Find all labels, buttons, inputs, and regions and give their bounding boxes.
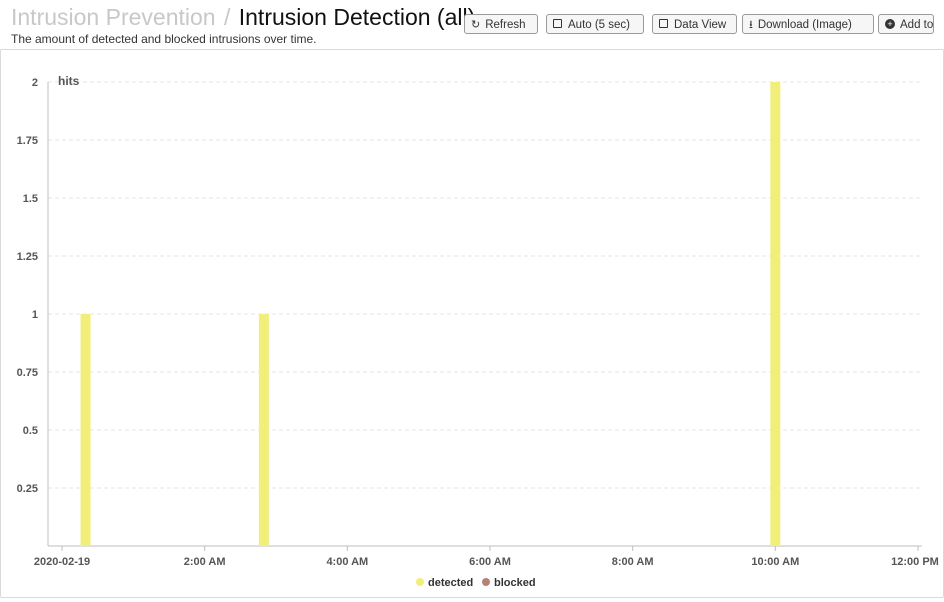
x-tick-label: 8:00 AM xyxy=(612,556,654,568)
bar-detected[interactable] xyxy=(258,314,269,546)
add-label: Add to xyxy=(900,19,934,31)
y-tick-label: 1.5 xyxy=(23,193,38,205)
legend-label-blocked[interactable]: blocked xyxy=(494,577,536,589)
checkbox-icon xyxy=(553,19,562,29)
x-tick-label: 6:00 AM xyxy=(469,556,511,568)
y-axis: 0.25 0.5 0.75 1 1.25 1.5 1.75 2 xyxy=(17,77,49,546)
bar-detected[interactable] xyxy=(770,82,781,546)
x-tick-label: 12:00 PM xyxy=(891,556,939,568)
y-tick-label: 0.25 xyxy=(17,483,38,495)
x-tick-label: 2:00 AM xyxy=(184,556,226,568)
legend[interactable]: detected blocked xyxy=(416,577,536,589)
refresh-label: Refresh xyxy=(485,19,526,31)
bars xyxy=(80,82,781,546)
intrusion-chart: 0.25 0.5 0.75 1 1.25 1.5 1.75 2 2020-02-19 2:00 … xyxy=(17,74,939,589)
page-subtitle: The amount of detected and blocked intru… xyxy=(11,32,317,46)
legend-label-detected[interactable]: detected xyxy=(428,577,473,589)
breadcrumb-current: Intrusion Detection (all) xyxy=(238,4,476,30)
download-image-button[interactable]: ⭳ Download (Image) xyxy=(742,14,874,34)
auto-label: Auto (5 sec) xyxy=(568,19,630,31)
data-view-label: Data View xyxy=(674,19,727,31)
y-tick-label: 1 xyxy=(32,309,38,321)
y-tick-label: 1.75 xyxy=(17,135,38,147)
y-axis-label: hits xyxy=(58,74,80,88)
download-label: Download (Image) xyxy=(757,19,852,31)
x-axis: 2020-02-19 2:00 AM 4:00 AM 6:00 AM 8:00 AM 10… xyxy=(34,545,939,568)
y-tick-label: 0.75 xyxy=(17,367,38,379)
x-tick-label: 4:00 AM xyxy=(326,556,368,568)
legend-swatch-blocked xyxy=(482,578,490,586)
auto-refresh-toggle[interactable]: Auto (5 sec) xyxy=(546,14,644,34)
data-view-toggle[interactable]: Data View xyxy=(652,14,737,34)
refresh-button[interactable]: ↻ Refresh xyxy=(464,14,538,34)
legend-swatch-detected xyxy=(416,578,424,586)
page-title: Intrusion Prevention / Intrusion Detecti… xyxy=(11,2,475,32)
checkbox-icon xyxy=(659,19,668,29)
x-tick-label: 2020-02-19 xyxy=(34,556,90,568)
y-tick-label: 0.5 xyxy=(23,425,38,437)
add-to-button[interactable]: + Add to xyxy=(878,14,934,34)
chart-panel: 0.25 0.5 0.75 1 1.25 1.5 1.75 2 2020-02-19 2:00 … xyxy=(0,49,944,598)
refresh-icon: ↻ xyxy=(471,19,481,31)
plus-circle-icon: + xyxy=(885,18,895,29)
grid-lines xyxy=(48,81,922,489)
y-tick-label: 2 xyxy=(32,77,38,89)
bar-detected[interactable] xyxy=(80,314,91,546)
download-icon: ⭳ xyxy=(749,19,753,31)
breadcrumb-separator: / xyxy=(223,4,231,30)
x-tick-label: 10:00 AM xyxy=(751,556,799,568)
page-header: Intrusion Prevention / Intrusion Detecti… xyxy=(11,2,475,46)
breadcrumb-parent[interactable]: Intrusion Prevention xyxy=(11,4,216,30)
y-tick-label: 1.25 xyxy=(17,251,38,263)
